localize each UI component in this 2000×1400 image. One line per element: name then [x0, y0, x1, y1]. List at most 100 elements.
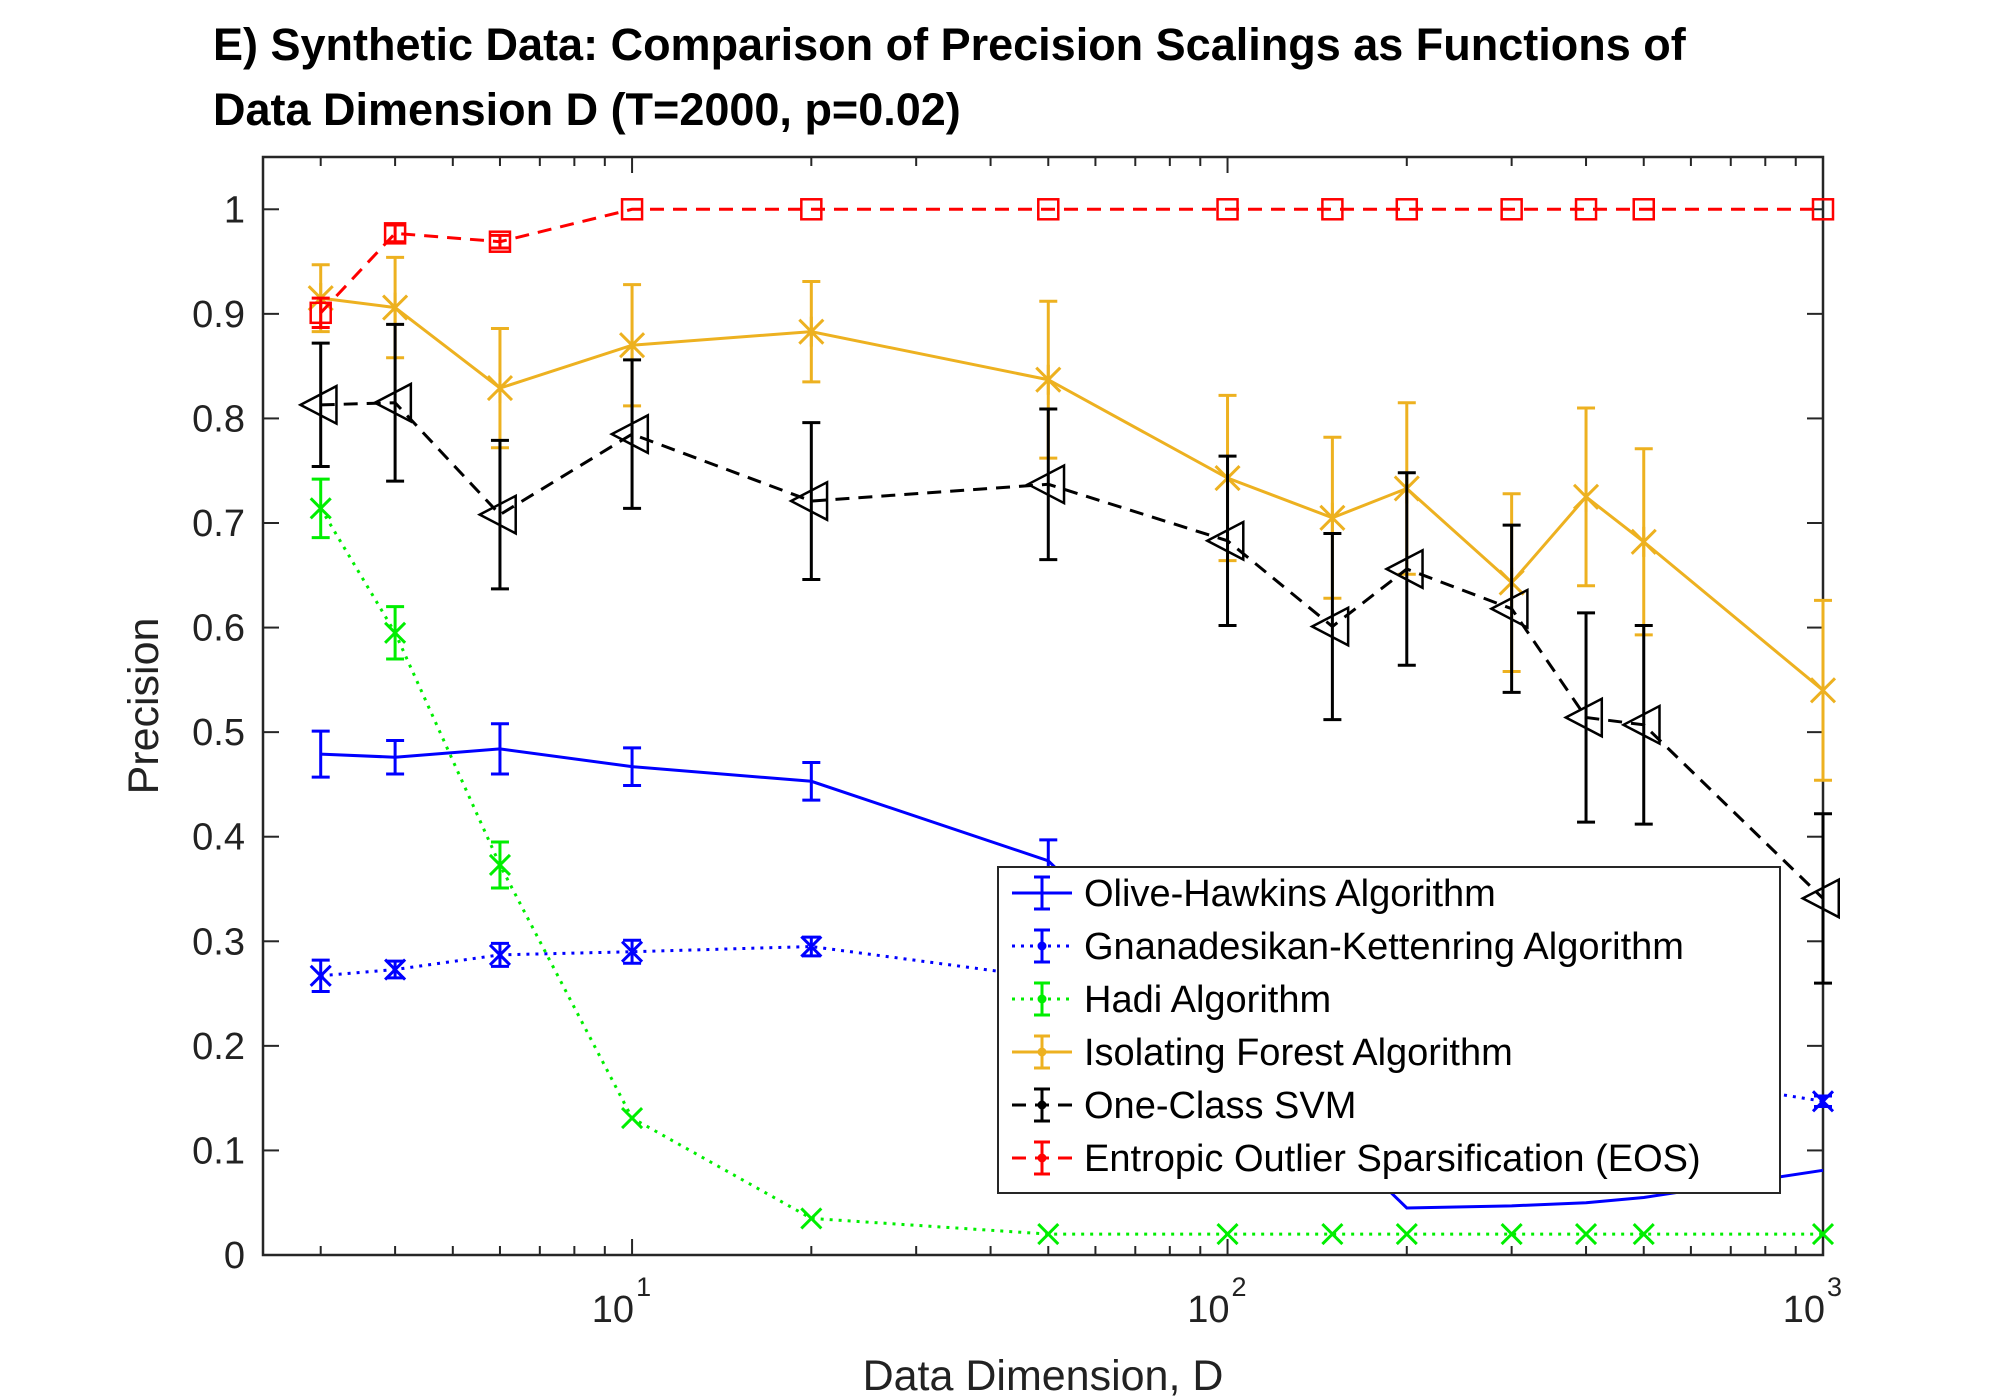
- legend-item: Entropic Outlier Sparsification (EOS): [1012, 1138, 1701, 1180]
- error-bar: [386, 322, 405, 483]
- error-bar: [623, 746, 642, 787]
- error-bar: [490, 438, 509, 591]
- chart-title-line-1: E) Synthetic Data: Comparison of Precisi…: [213, 19, 1687, 70]
- legend-item: Isolating Forest Algorithm: [1012, 1032, 1513, 1074]
- x-marker: [1216, 1223, 1239, 1246]
- error-bar: [1323, 531, 1342, 722]
- x-marker: [488, 943, 512, 966]
- error-bar: [1814, 812, 1832, 985]
- x-marker: [1500, 1223, 1523, 1246]
- triangle-marker: [1025, 463, 1066, 506]
- legend-label: Isolating Forest Algorithm: [1084, 1032, 1513, 1074]
- star-marker: [1809, 675, 1837, 706]
- error-bar: [311, 341, 330, 469]
- series-2: [309, 477, 1835, 1246]
- y-tick-label: 0.9: [192, 294, 245, 336]
- x-tick-label-base: 10: [1187, 1289, 1229, 1331]
- legend-label: One-Class SVM: [1084, 1085, 1356, 1127]
- legend-label: Gnanadesikan-Kettenring Algorithm: [1084, 926, 1684, 968]
- error-bar: [1634, 623, 1653, 826]
- square-marker: [1500, 198, 1523, 221]
- series-5: [309, 198, 1835, 329]
- y-tick-labels: 0 0.1 0.2 0.3 0.4 0.5 0.6 0.7 0.8 0.9 1: [192, 189, 245, 1277]
- x-marker: [1632, 1223, 1655, 1246]
- star-marker: [619, 330, 646, 361]
- error-bar: [1577, 611, 1596, 824]
- square-marker: [1574, 198, 1598, 221]
- error-bar: [1502, 523, 1521, 694]
- dot-marker: [1037, 1047, 1047, 1057]
- series-line: [320, 296, 1824, 692]
- chart-title-line-2: Data Dimension D (T=2000, p=0.02): [213, 84, 961, 135]
- error-bar: [490, 722, 509, 776]
- error-bar: [802, 421, 821, 581]
- x-tick-label-exponent: 3: [1827, 1272, 1842, 1302]
- y-tick-label: 0: [224, 1235, 245, 1277]
- legend-item: Gnanadesikan-Kettenring Algorithm: [1012, 926, 1684, 968]
- x-marker: [1395, 1223, 1418, 1246]
- x-marker: [1811, 1223, 1835, 1246]
- x-marker: [621, 1106, 644, 1130]
- legend: Olive-Hawkins Algorithm Gnanadesikan-Kett…: [997, 866, 1781, 1194]
- error-bar: [1218, 454, 1237, 627]
- x-marker: [1321, 1223, 1344, 1246]
- series-line: [320, 401, 1825, 900]
- dot-marker: [1037, 1100, 1047, 1110]
- error-bar: [1397, 471, 1416, 667]
- series-4: [297, 322, 1840, 985]
- triangle-marker: [297, 384, 338, 426]
- series-3: [307, 255, 1837, 782]
- error-bar: [1039, 407, 1058, 562]
- legend-label: Olive-Hawkins Algorithm: [1084, 873, 1496, 915]
- y-axis-label: Precision: [120, 618, 168, 795]
- dot-marker: [1037, 941, 1047, 951]
- square-marker: [1037, 198, 1060, 221]
- axis-ticks: [263, 157, 1824, 1256]
- square-marker: [1395, 198, 1419, 221]
- y-tick-label: 1: [224, 189, 245, 231]
- x-marker: [1574, 1223, 1598, 1246]
- square-marker: [800, 198, 823, 221]
- triangle-marker: [788, 480, 829, 522]
- error-bar: [623, 358, 642, 510]
- legend-item: One-Class SVM: [1012, 1085, 1356, 1127]
- y-tick-label: 0.2: [192, 1026, 245, 1068]
- x-marker: [488, 853, 512, 877]
- legend-label: Entropic Outlier Sparsification (EOS): [1084, 1138, 1701, 1180]
- square-marker: [1811, 198, 1835, 221]
- y-tick-label: 0.3: [192, 921, 245, 963]
- star-marker: [1572, 481, 1600, 512]
- x-marker: [1037, 1223, 1060, 1246]
- square-marker: [383, 222, 407, 245]
- error-bar: [386, 223, 405, 244]
- legend-item: Hadi Algorithm: [1012, 979, 1331, 1021]
- legend-swatch-errorbar: [1034, 875, 1050, 911]
- star-marker: [382, 292, 409, 323]
- error-bar: [311, 729, 330, 779]
- x-marker: [800, 1207, 823, 1230]
- series-line: [319, 207, 1823, 314]
- y-tick-label: 0.4: [192, 817, 245, 859]
- x-tick-label-base: 10: [1783, 1289, 1825, 1331]
- y-tick-label: 0.5: [192, 712, 245, 754]
- square-marker: [488, 230, 512, 253]
- y-tick-label: 0.8: [192, 398, 245, 440]
- star-marker: [486, 373, 514, 404]
- square-marker: [1216, 198, 1239, 221]
- star-marker: [1630, 526, 1657, 557]
- x-marker: [1811, 1090, 1835, 1113]
- triangle-marker: [1309, 605, 1350, 648]
- error-bar: [490, 233, 509, 250]
- x-marker: [309, 497, 332, 520]
- triangle-marker: [477, 493, 517, 536]
- triangle-marker: [1563, 696, 1604, 739]
- star-marker: [1319, 502, 1346, 533]
- x-marker: [621, 940, 644, 963]
- legend-label: Hadi Algorithm: [1084, 979, 1331, 1021]
- triangle-marker: [1620, 704, 1661, 746]
- x-marker: [384, 621, 407, 644]
- triangle-marker: [1204, 519, 1245, 562]
- triangle-marker: [1800, 877, 1840, 920]
- square-marker: [309, 301, 332, 325]
